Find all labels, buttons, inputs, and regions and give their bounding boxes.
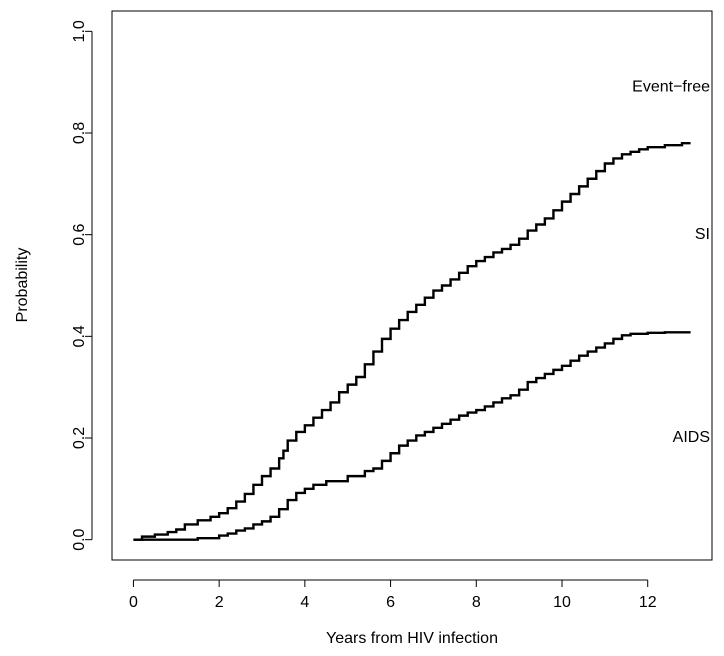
x-tick-label: 10 <box>553 594 571 611</box>
plot-box <box>111 10 713 561</box>
y-axis: 0.0 0.2 0.4 0.6 0.8 1.0 <box>71 20 93 551</box>
y-tick-label: 0.2 <box>71 427 88 449</box>
y-axis-label: Probability <box>14 248 31 323</box>
x-tick-label: 12 <box>639 594 657 611</box>
region-label: AIDS <box>673 429 710 446</box>
region-label: SI <box>695 226 710 243</box>
x-tick-label: 2 <box>215 594 224 611</box>
series-layer <box>133 141 691 541</box>
x-axis-label: Years from HIV infection <box>326 630 498 647</box>
y-tick-label: 0.6 <box>71 223 88 245</box>
x-axis: 0 2 4 6 8 10 12 <box>129 579 657 611</box>
y-tick-label: 1.0 <box>71 20 88 42</box>
region-label: Event−free <box>632 78 710 95</box>
x-tick-label: 8 <box>472 594 481 611</box>
series-line-2 <box>133 331 691 541</box>
x-tick-label: 4 <box>300 594 309 611</box>
y-tick-label: 0.8 <box>71 122 88 144</box>
y-tick-label: 0.4 <box>71 325 88 347</box>
series-line-1 <box>133 141 691 541</box>
y-tick-label: 0.0 <box>71 528 88 550</box>
x-tick-label: 6 <box>386 594 395 611</box>
x-tick-label: 0 <box>129 594 138 611</box>
region-labels: Event−free SI AIDS <box>632 78 710 446</box>
